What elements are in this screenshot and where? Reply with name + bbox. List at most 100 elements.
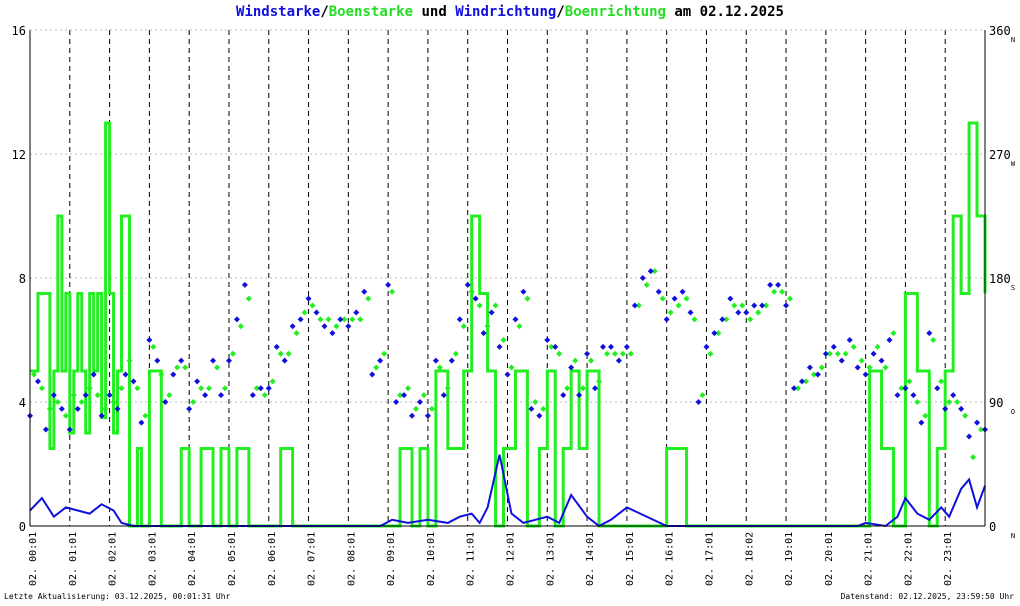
gust-direction-point <box>548 343 555 350</box>
gust-direction-point <box>500 337 507 343</box>
wind-direction-point <box>576 392 583 399</box>
gust-direction-point <box>572 357 579 364</box>
gust-direction-point <box>110 399 117 405</box>
gust-direction-point <box>389 288 396 295</box>
wind-direction-point <box>241 281 248 288</box>
wind-direction-point <box>838 357 845 364</box>
gust-direction-point <box>596 378 603 385</box>
wind-direction-point <box>592 385 599 392</box>
wind-direction-point <box>767 281 774 288</box>
wind-direction-point <box>512 316 519 323</box>
gust-direction-point <box>643 281 650 288</box>
gust-direction-point <box>699 392 706 399</box>
wind-direction-point <box>329 330 336 337</box>
x-tick-label: 02. 11:01 <box>466 532 477 586</box>
wind-direction-point <box>249 392 256 399</box>
gust-direction-point <box>683 295 690 302</box>
compass-label: W <box>1011 160 1016 168</box>
wind-direction-point <box>878 357 885 364</box>
x-tick-label: 02. 08:01 <box>346 532 357 586</box>
wind-direction-point <box>225 357 232 364</box>
wind-direction-point <box>50 392 57 399</box>
x-tick-label: 02. 09:01 <box>386 532 397 586</box>
wind-direction-point <box>735 309 742 316</box>
wind-direction-point <box>369 371 376 378</box>
wind-direction-point <box>106 392 113 399</box>
gust-direction-point <box>341 316 348 323</box>
wind-direction-point <box>58 405 65 412</box>
wind-direction-point <box>146 337 153 343</box>
gust-direction-point <box>707 350 714 357</box>
wind-direction-point <box>687 309 694 316</box>
wind-direction-point <box>528 405 535 412</box>
gust-direction-point <box>659 295 666 302</box>
gust-direction-point <box>357 316 364 323</box>
gust-direction-point <box>293 330 300 337</box>
wind-direction-point <box>409 412 415 419</box>
compass-label: O <box>1011 408 1015 416</box>
y-left-tick-label: 0 <box>19 520 26 534</box>
wind-direction-point <box>361 288 368 295</box>
wind-direction-point <box>34 378 41 385</box>
gust-direction-point <box>882 364 889 371</box>
wind-direction-point <box>950 392 957 399</box>
wind-direction-point <box>42 426 49 433</box>
gust-direction-point <box>890 330 897 337</box>
gust-direction-point <box>850 343 857 350</box>
wind-direction-point <box>727 295 734 302</box>
wind-direction-point <box>114 405 121 412</box>
wind-direction-point <box>297 316 304 323</box>
gust-direction-point <box>317 316 324 323</box>
wind-direction-point <box>480 330 487 337</box>
title-windstarke: Windstarke <box>236 4 321 20</box>
gust-direction-point <box>38 385 45 392</box>
wind-direction-point <box>66 426 73 433</box>
wind-direction-point <box>393 399 400 405</box>
wind-direction-point <box>600 343 606 350</box>
gust-direction-point <box>691 316 698 323</box>
gust-direction-point <box>954 399 961 405</box>
gust-direction-point <box>627 350 634 357</box>
wind-direction-point <box>679 288 686 295</box>
title-windrichtung: Windrichtung <box>455 4 557 20</box>
gust-direction-point <box>428 405 435 412</box>
footer-last-update: Letzte Aktualisierung: 03.12.2025, 00:01… <box>4 592 231 601</box>
x-tick-label: 02. 04:01 <box>187 532 198 586</box>
gust-direction-point <box>94 392 101 399</box>
x-tick-label: 02. 21:01 <box>864 532 875 586</box>
gust-direction-point <box>834 350 841 357</box>
gust-direction-point <box>269 378 276 385</box>
gust-direction-point <box>190 399 197 405</box>
gust-direction-point <box>405 385 412 392</box>
gust-direction-point <box>842 350 849 357</box>
gust-direction-point <box>158 371 165 378</box>
wind-direction-point <box>401 392 408 399</box>
wind-direction-point <box>934 385 941 392</box>
gust-direction-point <box>763 302 770 309</box>
gust-direction-point <box>858 357 865 364</box>
wind-direction-point <box>846 337 853 343</box>
gust-direction-point <box>747 316 754 323</box>
wind-direction-point <box>265 385 272 392</box>
wind-direction-point <box>432 357 439 364</box>
wind-direction-point <box>584 350 591 357</box>
gust-direction-point <box>802 378 809 385</box>
wind-direction-point <box>974 419 981 426</box>
wind-direction-point <box>759 302 766 309</box>
wind-direction-point <box>631 302 638 309</box>
wind-direction-point <box>655 288 662 295</box>
wind-direction-point <box>289 323 296 330</box>
gust-direction-point <box>739 302 746 309</box>
wind-direction-point <box>663 316 670 323</box>
gust-direction-point <box>532 399 539 405</box>
gust-direction-point <box>484 323 491 330</box>
wind-direction-point <box>775 281 782 288</box>
gust-direction-point <box>452 350 459 357</box>
y-right-tick-label: 180 <box>989 272 1011 286</box>
chart-title: Windstarke/Boenstarke und Windrichtung/B… <box>0 4 1020 20</box>
wind-direction-point <box>130 378 137 385</box>
wind-direction-point <box>751 302 758 309</box>
y-left-tick-label: 12 <box>12 148 26 162</box>
x-tick-label: 02. 19:01 <box>784 532 795 586</box>
